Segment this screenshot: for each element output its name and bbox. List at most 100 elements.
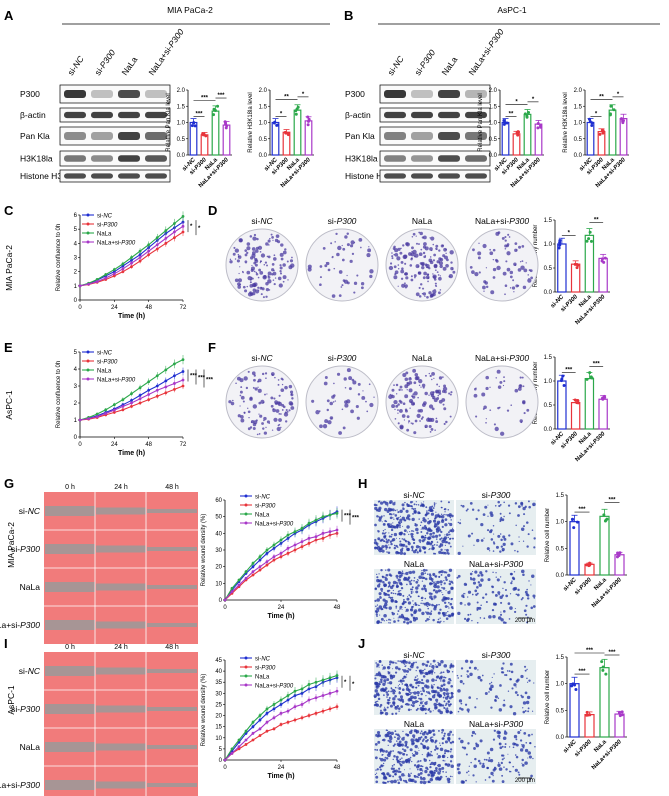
colony bbox=[519, 261, 522, 263]
cell bbox=[450, 528, 455, 533]
cell bbox=[494, 593, 498, 597]
legend-label-1-prefix: si- bbox=[255, 504, 261, 510]
x-axis-label: Time (h) bbox=[118, 450, 145, 457]
cell bbox=[385, 501, 389, 506]
cell bbox=[491, 590, 495, 594]
cell bbox=[508, 746, 511, 748]
x-tick-label-3-italic: P300 bbox=[592, 294, 607, 309]
cell bbox=[425, 691, 428, 693]
cell bbox=[413, 775, 417, 778]
cell bbox=[396, 737, 400, 741]
cell bbox=[470, 761, 472, 764]
cell bbox=[389, 671, 391, 673]
cell bbox=[432, 572, 436, 576]
cell bbox=[481, 764, 486, 769]
colony bbox=[504, 236, 507, 239]
cell bbox=[523, 609, 527, 613]
cell bbox=[428, 576, 433, 581]
colony bbox=[434, 284, 437, 287]
cell bbox=[433, 589, 436, 591]
cell bbox=[420, 528, 422, 530]
cell bbox=[388, 596, 391, 599]
cell bbox=[494, 505, 497, 507]
cell bbox=[404, 703, 407, 706]
cell bbox=[412, 530, 415, 532]
series-point-1 bbox=[155, 394, 159, 398]
cell bbox=[386, 551, 388, 553]
colony bbox=[265, 377, 267, 380]
cell bbox=[389, 619, 392, 621]
cell bbox=[383, 507, 388, 512]
bar-0 bbox=[271, 121, 280, 156]
series-point-3 bbox=[244, 576, 248, 580]
wb-lane-label-3-prefix: NaLa+si- bbox=[146, 43, 174, 77]
x-tick-label-0: si-NC bbox=[550, 294, 566, 310]
wb-band-3-3 bbox=[465, 155, 487, 162]
series-point-3 bbox=[293, 705, 297, 709]
colony bbox=[246, 285, 249, 288]
cell bbox=[403, 598, 405, 601]
series-point-2 bbox=[307, 521, 311, 525]
sig-label-1: *** bbox=[586, 648, 594, 654]
colony bbox=[403, 419, 406, 421]
series-point-3 bbox=[244, 738, 248, 742]
cell bbox=[380, 764, 383, 767]
cell bbox=[498, 708, 503, 712]
cell bbox=[386, 678, 390, 682]
cell bbox=[464, 659, 469, 663]
point-0-0 bbox=[572, 526, 576, 530]
cell bbox=[426, 768, 429, 771]
cell bbox=[421, 611, 425, 616]
bar-2 bbox=[584, 378, 595, 430]
colony bbox=[395, 404, 399, 408]
cell bbox=[382, 688, 386, 692]
cell bbox=[410, 696, 412, 698]
cell bbox=[449, 666, 452, 669]
y-tick-label: 15 bbox=[215, 725, 222, 731]
colony bbox=[436, 271, 439, 274]
cell bbox=[519, 739, 523, 742]
cell bbox=[444, 549, 446, 551]
cell bbox=[392, 502, 396, 506]
colony bbox=[402, 402, 406, 406]
colony bbox=[408, 377, 412, 381]
cell bbox=[449, 712, 452, 715]
cell bbox=[490, 513, 494, 517]
cell bbox=[397, 760, 400, 763]
cell bbox=[520, 502, 524, 506]
colony bbox=[237, 255, 242, 259]
cell bbox=[489, 747, 494, 752]
colony bbox=[253, 378, 256, 382]
cell bbox=[439, 747, 444, 752]
colony bbox=[517, 268, 522, 272]
sig-label-1: *** bbox=[608, 498, 616, 504]
colony bbox=[399, 424, 404, 429]
legend-marker-2 bbox=[86, 368, 90, 372]
cell bbox=[429, 582, 432, 585]
cell bbox=[394, 772, 397, 776]
cell bbox=[507, 753, 509, 755]
cell bbox=[429, 532, 433, 536]
colony bbox=[492, 248, 496, 252]
wb-band-4-3 bbox=[145, 173, 167, 179]
cell bbox=[437, 777, 441, 781]
cell bbox=[423, 587, 426, 589]
cell bbox=[416, 666, 419, 669]
cell bbox=[440, 660, 444, 664]
cell bbox=[396, 705, 400, 708]
cell bbox=[443, 582, 446, 585]
panel-letter-a: A bbox=[4, 8, 14, 23]
cell bbox=[442, 759, 445, 762]
series-point-1 bbox=[147, 398, 151, 401]
cell bbox=[457, 771, 461, 775]
series-point-2 bbox=[130, 256, 133, 259]
cell bbox=[395, 733, 398, 736]
cell bbox=[444, 605, 448, 608]
cell bbox=[430, 663, 432, 665]
colony bbox=[331, 294, 336, 298]
cell bbox=[528, 679, 531, 682]
x-tick-label-3-italic: P300 bbox=[528, 157, 543, 172]
cell bbox=[428, 519, 432, 523]
y-tick-label: 0.0 bbox=[556, 573, 565, 579]
cell bbox=[457, 611, 461, 616]
